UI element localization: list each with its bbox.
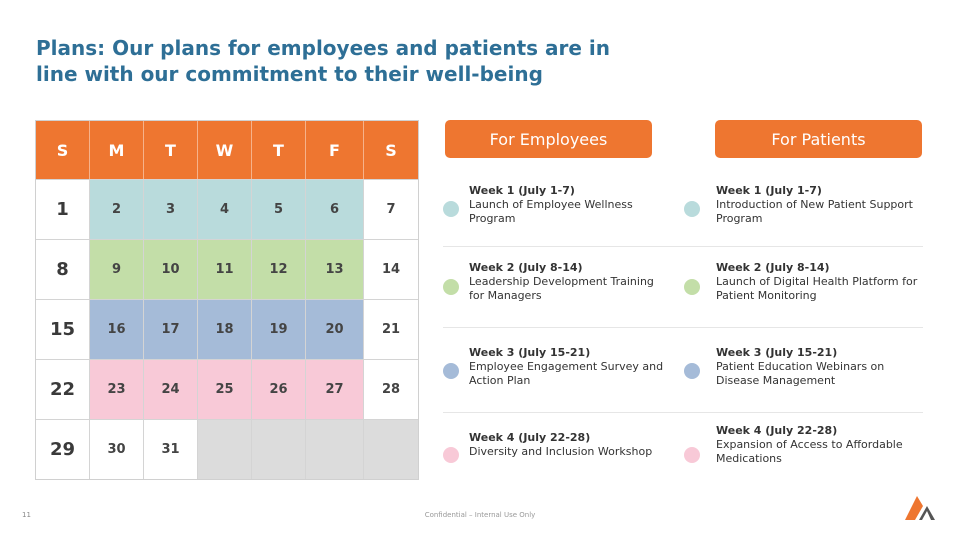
calendar-day: 26	[252, 359, 306, 419]
day-header: T	[144, 121, 198, 179]
week4-dot-icon	[443, 447, 459, 463]
calendar-day: 8	[36, 239, 90, 299]
calendar-day: 29	[36, 419, 90, 479]
week-label: Week 3 (July 15-21)	[716, 346, 838, 359]
calendar-day: 9	[90, 239, 144, 299]
calendar-day: 14	[364, 239, 418, 299]
week3-dot-icon	[443, 363, 459, 379]
day-header: W	[198, 121, 252, 179]
page-number: 11	[22, 511, 31, 519]
calendar-empty-cell	[306, 419, 364, 479]
week-label: Week 4 (July 22-28)	[716, 424, 838, 437]
employee-plan-item: Week 3 (July 15-21) Employee Engagement …	[469, 346, 669, 388]
week-label: Week 3 (July 15-21)	[469, 346, 591, 359]
calendar-day: 6	[306, 179, 364, 239]
calendar-day: 17	[144, 299, 198, 359]
employee-plan-item: Week 4 (July 22-28) Diversity and Inclus…	[469, 431, 669, 459]
plan-text: Leadership Development Training for Mana…	[469, 275, 654, 302]
divider	[443, 246, 923, 247]
calendar-day: 5	[252, 179, 306, 239]
calendar-empty-cell	[198, 419, 252, 479]
calendar-day: 3	[144, 179, 198, 239]
calendar-day: 10	[144, 239, 198, 299]
calendar-day: 13	[306, 239, 364, 299]
plan-text: Launch of Employee Wellness Program	[469, 198, 633, 225]
employee-plan-item: Week 1 (July 1-7) Launch of Employee Wel…	[469, 184, 669, 226]
week4-dot-icon	[684, 447, 700, 463]
week2-dot-icon	[684, 279, 700, 295]
calendar-day: 25	[198, 359, 252, 419]
calendar-day: 18	[198, 299, 252, 359]
company-logo-icon	[905, 496, 935, 520]
day-header: T	[252, 121, 306, 179]
day-header: S	[364, 121, 418, 179]
confidential-notice: Confidential – Internal Use Only	[424, 511, 536, 519]
plan-text: Patient Education Webinars on Disease Ma…	[716, 360, 885, 387]
calendar-day: 1	[36, 179, 90, 239]
week3-dot-icon	[684, 363, 700, 379]
week1-dot-icon	[443, 201, 459, 217]
calendar-day: 7	[364, 179, 418, 239]
calendar-day: 2	[90, 179, 144, 239]
plan-text: Expansion of Access to Affordable Medica…	[716, 438, 903, 465]
patient-plan-item: Week 3 (July 15-21) Patient Education We…	[716, 346, 926, 388]
calendar-day: 23	[90, 359, 144, 419]
employees-header: For Employees	[445, 120, 652, 158]
week2-dot-icon	[443, 279, 459, 295]
calendar-day: 27	[306, 359, 364, 419]
day-header: S	[36, 121, 90, 179]
calendar-day: 28	[364, 359, 418, 419]
week1-dot-icon	[684, 201, 700, 217]
day-header: F	[306, 121, 364, 179]
week-label: Week 1 (July 1-7)	[716, 184, 822, 197]
calendar-day: 22	[36, 359, 90, 419]
patients-header: For Patients	[715, 120, 922, 158]
calendar-empty-cell	[364, 419, 418, 479]
calendar-day: 24	[144, 359, 198, 419]
calendar-day: 19	[252, 299, 306, 359]
calendar-day: 11	[198, 239, 252, 299]
divider	[443, 327, 923, 328]
day-header: M	[90, 121, 144, 179]
plan-text: Diversity and Inclusion Workshop	[469, 445, 653, 458]
plan-text: Launch of Digital Health Platform for Pa…	[716, 275, 918, 302]
week-label: Week 2 (July 8-14)	[469, 261, 583, 274]
patient-plan-item: Week 1 (July 1-7) Introduction of New Pa…	[716, 184, 926, 226]
calendar-day: 20	[306, 299, 364, 359]
week-label: Week 4 (July 22-28)	[469, 431, 591, 444]
page-title: Plans: Our plans for employees and patie…	[36, 36, 611, 86]
week-label: Week 2 (July 8-14)	[716, 261, 830, 274]
plan-text: Introduction of New Patient Support Prog…	[716, 198, 913, 225]
week-label: Week 1 (July 1-7)	[469, 184, 575, 197]
patient-plan-item: Week 2 (July 8-14) Launch of Digital Hea…	[716, 261, 926, 303]
calendar-day: 15	[36, 299, 90, 359]
calendar-empty-cell	[252, 419, 306, 479]
divider	[443, 412, 923, 413]
calendar-day: 31	[144, 419, 198, 479]
calendar: S M T W T F S 1 2 3 4 5 6 7 8 9 10 11 12…	[35, 120, 419, 480]
plan-text: Employee Engagement Survey and Action Pl…	[469, 360, 664, 387]
patient-plan-item: Week 4 (July 22-28) Expansion of Access …	[716, 424, 926, 466]
employee-plan-item: Week 2 (July 8-14) Leadership Developmen…	[469, 261, 669, 303]
calendar-day: 30	[90, 419, 144, 479]
calendar-day: 4	[198, 179, 252, 239]
calendar-day: 12	[252, 239, 306, 299]
calendar-day: 21	[364, 299, 418, 359]
calendar-day: 16	[90, 299, 144, 359]
